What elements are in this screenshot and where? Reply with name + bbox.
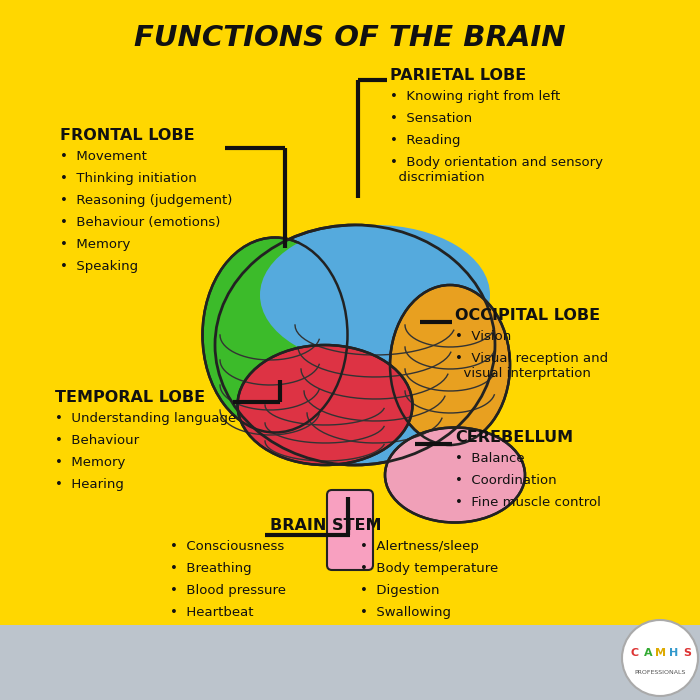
- Ellipse shape: [237, 345, 412, 465]
- Bar: [0, 625, 700, 700]
- Text: •  Swallowing: • Swallowing: [360, 606, 451, 619]
- Text: •  Heartbeat: • Heartbeat: [170, 606, 253, 619]
- Text: •  Movement: • Movement: [60, 150, 147, 163]
- Circle shape: [622, 620, 698, 696]
- Text: •  Behaviour (emotions): • Behaviour (emotions): [60, 216, 220, 229]
- Text: •  Understanding language: • Understanding language: [55, 412, 237, 425]
- Text: •  Visual reception and
  visual interprtation: • Visual reception and visual interprtat…: [455, 352, 608, 380]
- Text: C: C: [631, 648, 639, 658]
- Text: M: M: [655, 648, 666, 658]
- Text: •  Reading: • Reading: [390, 134, 461, 147]
- Text: •  Memory: • Memory: [55, 456, 125, 469]
- Text: FRONTAL LOBE: FRONTAL LOBE: [60, 128, 195, 143]
- Text: •  Hearing: • Hearing: [55, 478, 124, 491]
- Text: CEREBELLUM: CEREBELLUM: [455, 430, 573, 445]
- FancyBboxPatch shape: [327, 490, 373, 570]
- Text: FUNCTIONS OF THE BRAIN: FUNCTIONS OF THE BRAIN: [134, 24, 566, 52]
- Text: •  Thinking initiation: • Thinking initiation: [60, 172, 197, 185]
- Text: OCCIPITAL LOBE: OCCIPITAL LOBE: [455, 308, 600, 323]
- Text: •  Vision: • Vision: [455, 330, 511, 343]
- Text: •  Consciousness: • Consciousness: [170, 540, 284, 553]
- Text: •  Speaking: • Speaking: [60, 260, 138, 273]
- Text: •  Memory: • Memory: [60, 238, 130, 251]
- Text: •  Digestion: • Digestion: [360, 584, 440, 597]
- Text: •  Alertness/sleep: • Alertness/sleep: [360, 540, 479, 553]
- Text: H: H: [669, 648, 678, 658]
- Ellipse shape: [385, 428, 525, 522]
- Text: •  Reasoning (judgement): • Reasoning (judgement): [60, 194, 232, 207]
- Ellipse shape: [260, 225, 490, 365]
- Text: BRAIN STEM: BRAIN STEM: [270, 518, 382, 533]
- Text: A: A: [644, 648, 652, 658]
- Text: •  Sensation: • Sensation: [390, 112, 472, 125]
- Text: •  Balance: • Balance: [455, 452, 524, 465]
- Text: •  Coordination: • Coordination: [455, 474, 556, 487]
- Text: PARIETAL LOBE: PARIETAL LOBE: [390, 68, 526, 83]
- Text: •  Behaviour: • Behaviour: [55, 434, 139, 447]
- Text: •  Fine muscle control: • Fine muscle control: [455, 496, 601, 509]
- Text: •  Body orientation and sensory
  discrimiation: • Body orientation and sensory discrimia…: [390, 156, 603, 184]
- Ellipse shape: [202, 237, 347, 433]
- Text: •  Breathing: • Breathing: [170, 562, 251, 575]
- Text: TEMPORAL LOBE: TEMPORAL LOBE: [55, 390, 205, 405]
- Text: •  Blood pressure: • Blood pressure: [170, 584, 286, 597]
- Text: PROFESSIONALS: PROFESSIONALS: [634, 671, 686, 676]
- Text: •  Body temperature: • Body temperature: [360, 562, 498, 575]
- Text: •  Knowing right from left: • Knowing right from left: [390, 90, 560, 103]
- Ellipse shape: [215, 225, 495, 465]
- Ellipse shape: [390, 285, 510, 445]
- Text: S: S: [683, 648, 691, 658]
